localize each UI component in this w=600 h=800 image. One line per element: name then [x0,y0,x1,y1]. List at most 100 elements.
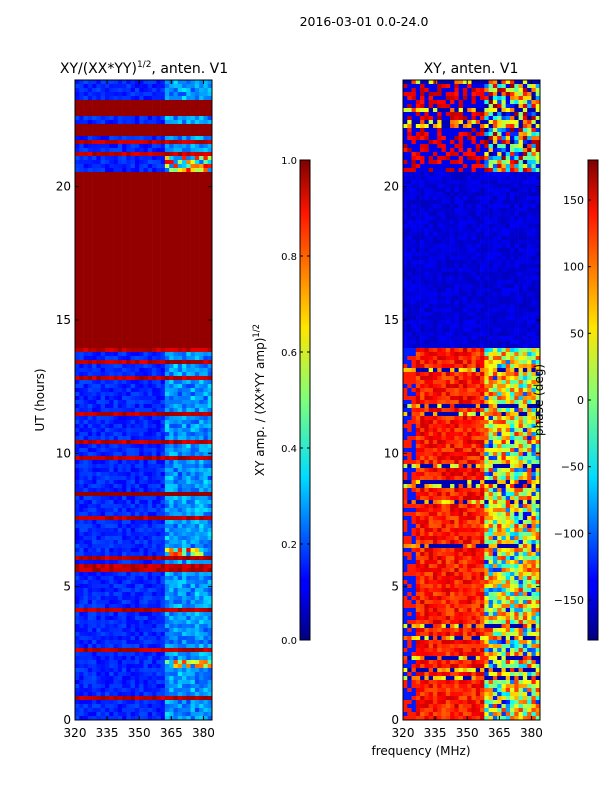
heatmap-cell [122,564,127,569]
heatmap-cell [134,352,140,357]
heatmap-cell [177,240,183,245]
heatmap-cell [139,504,144,509]
heatmap-cell [75,452,80,457]
heatmap-cell [203,192,209,197]
heatmap-cell [203,336,209,341]
heatmap-cell [160,328,166,333]
heatmap-cell [190,596,196,601]
heatmap-cell [173,616,179,621]
heatmap-cell [194,400,200,405]
heatmap-cell [100,116,106,121]
heatmap-cell [156,260,161,265]
heatmap-cell [130,396,136,401]
heatmap-cell [92,100,97,105]
heatmap-cell [156,112,161,117]
heatmap-cell [182,300,187,305]
heatmap-cell [75,132,80,137]
heatmap-cell [100,368,106,373]
heatmap-cell [109,568,114,573]
heatmap-cell [104,452,110,457]
heatmap-cell [147,188,153,193]
heatmap-cell [207,228,212,233]
heatmap-cell [143,452,149,457]
heatmap-cell [126,276,131,281]
heatmap-cell [190,296,196,301]
heatmap-cell [182,452,187,457]
heatmap-cell [143,616,149,621]
heatmap-cell [104,328,110,333]
heatmap-cell [79,488,84,493]
heatmap-cell [186,100,191,105]
heatmap-cell [169,464,174,469]
heatmap-cell [199,124,204,129]
heatmap-cell [190,352,196,357]
heatmap-cell [75,348,80,353]
heatmap-cell [173,384,179,389]
heatmap-cell [169,484,174,489]
heatmap-cell [122,504,127,509]
heatmap-cell [207,288,212,293]
heatmap-cell [169,648,174,653]
heatmap-cell [177,268,183,273]
heatmap-cell [87,604,93,609]
heatmap-cell [79,512,84,517]
heatmap-cell [190,260,196,265]
heatmap-cell [100,568,106,573]
heatmap-cell [130,380,136,385]
heatmap-cell [173,408,179,413]
heatmap-cell [122,636,127,641]
heatmap-cell [190,300,196,305]
heatmap-cell [100,680,106,685]
heatmap-cell [169,548,174,553]
heatmap-cell [139,608,144,613]
heatmap-cell [203,380,209,385]
heatmap-cell [190,368,196,373]
heatmap-cell [130,656,136,661]
heatmap-cell [194,420,200,425]
heatmap-cell [173,368,179,373]
heatmap-cell [79,672,84,677]
heatmap-cell [104,132,110,137]
heatmap-cell [194,304,200,309]
heatmap-cell [182,152,187,157]
heatmap-cell [109,532,114,537]
heatmap-cell [160,316,166,321]
heatmap-cell [173,488,179,493]
heatmap-cell [147,404,153,409]
heatmap-cell [203,228,209,233]
heatmap-cell [186,288,191,293]
heatmap-cell [186,392,191,397]
heatmap-cell [152,212,157,217]
heatmap-cell [83,332,89,337]
heatmap-cell [182,296,187,301]
heatmap-cell [83,624,89,629]
heatmap-cell [126,464,131,469]
heatmap-cell [109,144,114,149]
heatmap-cell [96,340,101,345]
heatmap-cell [96,596,101,601]
heatmap-cell [130,676,136,681]
heatmap-cell [207,304,212,309]
heatmap-cell [96,480,101,485]
heatmap-cell [104,604,110,609]
heatmap-cell [100,588,106,593]
heatmap-cell [96,592,101,597]
heatmap-cell [164,504,170,509]
heatmap-cell [113,572,119,577]
heatmap-cell [126,676,131,681]
heatmap-cell [75,468,80,473]
heatmap-cell [92,308,97,313]
heatmap-cell [126,128,131,133]
heatmap-cell [173,164,179,169]
heatmap-cell [126,104,131,109]
heatmap-cell [173,424,179,429]
heatmap-cell [79,144,84,149]
heatmap-cell [92,184,97,189]
heatmap-cell [143,248,149,253]
heatmap-cell [160,596,166,601]
heatmap-cell [169,620,174,625]
heatmap-cell [164,264,170,269]
heatmap-cell [152,336,157,341]
heatmap-cell [92,104,97,109]
heatmap-cell [87,232,93,237]
